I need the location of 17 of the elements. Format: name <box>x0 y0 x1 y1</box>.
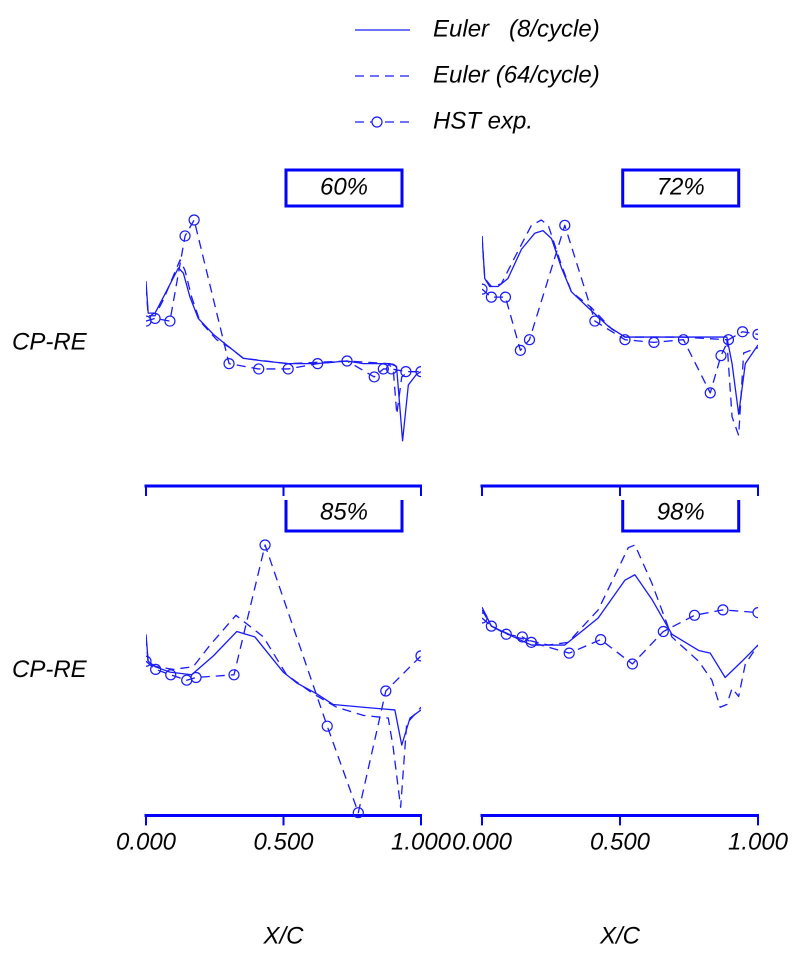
chart-title: 72% <box>656 174 705 201</box>
chart-title: 98% <box>656 498 705 526</box>
x-tick-label: 1.000 <box>728 828 789 856</box>
x-tick-label: 1.000 <box>390 828 452 856</box>
legend-label: Euler (64/cycle) <box>433 62 600 89</box>
legend-label: Euler (8/cycle) <box>433 16 600 43</box>
x-tick-label: 0.000 <box>116 828 177 856</box>
chart-title: 85% <box>320 498 368 526</box>
y-axis-title: CP-RE <box>12 328 88 356</box>
x-tick-label: 0.500 <box>590 828 651 856</box>
x-axis-title: X/C <box>598 922 641 950</box>
chart-title: 60% <box>320 174 368 201</box>
legend-label: HST exp. <box>433 108 534 135</box>
x-axis-title: X/C <box>262 922 304 950</box>
x-tick-label: 0.500 <box>253 828 314 856</box>
x-tick-label: 0.000 <box>452 828 513 856</box>
y-axis-title: CP-RE <box>12 656 88 683</box>
